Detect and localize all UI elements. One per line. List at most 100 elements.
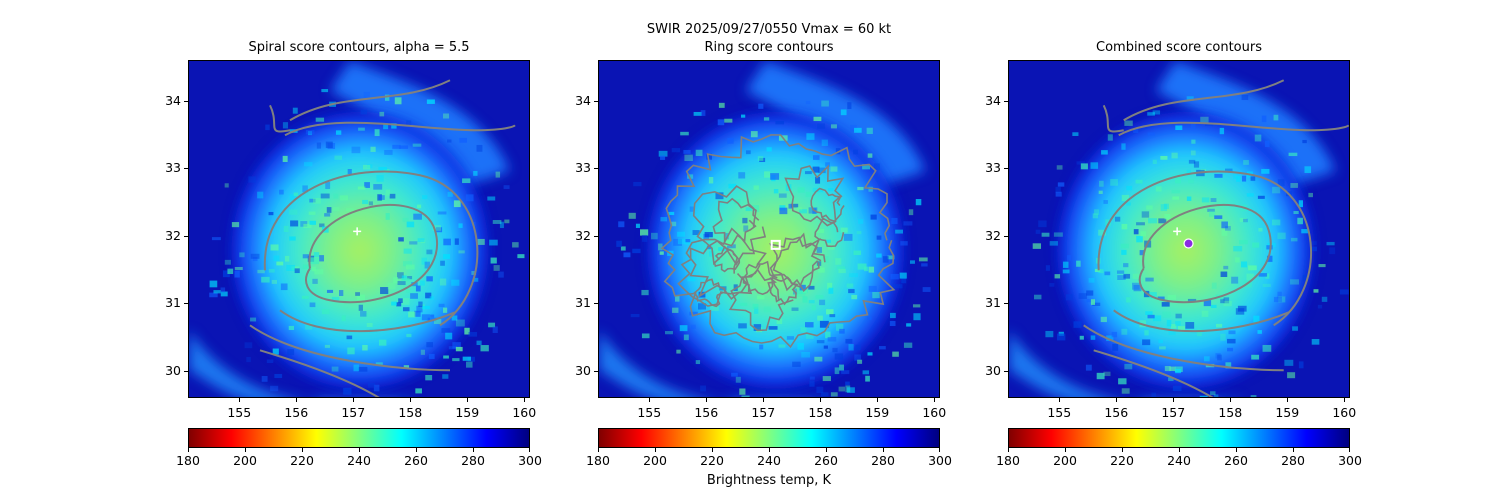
- colorbar: [1008, 428, 1350, 448]
- x-tick-label: 155: [1047, 405, 1072, 420]
- colorbar-tick-label: 280: [461, 453, 485, 468]
- colorbar-tick-mark: [473, 448, 474, 452]
- colorbar-tick-mark: [1008, 448, 1009, 452]
- y-tick-label: 34: [165, 92, 181, 108]
- panel-title: Spiral score contours, alpha = 5.5: [248, 40, 470, 55]
- colorbar-tick-label: 180: [586, 453, 610, 468]
- best-estimate-marker: [1183, 238, 1194, 249]
- figure-suptitle: SWIR 2025/09/27/0550 Vmax = 60 kt: [646, 22, 892, 37]
- x-tick-mark: [410, 398, 412, 402]
- colorbar-tick-label: 240: [1167, 453, 1191, 468]
- y-tick-mark: [594, 303, 598, 305]
- x-tick-label: 156: [1104, 405, 1129, 420]
- colorbar-tick-label: 300: [518, 453, 542, 468]
- y-tick-mark: [184, 370, 188, 372]
- y-tick-mark: [594, 100, 598, 102]
- colorbar-tick-mark: [826, 448, 827, 452]
- x-tick-label: 160: [1332, 405, 1357, 420]
- colorbar-tick-mark: [359, 448, 360, 452]
- colorbar-tick-mark: [598, 448, 599, 452]
- x-tick-mark: [877, 398, 879, 402]
- colorbar-tick-label: 220: [290, 453, 314, 468]
- x-tick-label: 156: [694, 405, 719, 420]
- colorbar-tick-label: 200: [233, 453, 257, 468]
- y-tick-label: 34: [575, 92, 591, 108]
- panel-title: Ring score contours: [704, 40, 834, 55]
- x-tick-mark: [296, 398, 298, 402]
- panel-title: Combined score contours: [1096, 40, 1262, 55]
- colorbar-tick-mark: [416, 448, 417, 452]
- spiral-score-panel: Spiral score contours, alpha = 5.5 30 31 3…: [165, 0, 542, 500]
- y-tick-label: 32: [575, 227, 591, 243]
- x-tick-label: 155: [637, 405, 662, 420]
- colorbar-tick-mark: [712, 448, 713, 452]
- colorbar-label: Brightness temp, K: [706, 473, 832, 488]
- y-tick-label: 31: [165, 295, 181, 311]
- y-tick-mark: [594, 235, 598, 237]
- ring-score-panel: Ring score contours Brightness temp, K 3…: [575, 0, 952, 500]
- x-tick-label: 160: [512, 405, 537, 420]
- x-tick-label: 159: [1275, 405, 1300, 420]
- x-tick-mark: [353, 398, 355, 402]
- colorbar-tick-label: 180: [176, 453, 200, 468]
- y-tick-mark: [594, 370, 598, 372]
- colorbar-tick-label: 180: [996, 453, 1020, 468]
- brightness-heatmap: [599, 61, 939, 397]
- y-tick-mark: [1004, 168, 1008, 170]
- x-tick-label: 160: [922, 405, 947, 420]
- colorbar: [598, 428, 940, 448]
- x-tick-label: 156: [284, 405, 309, 420]
- y-tick-label: 30: [575, 362, 591, 378]
- colorbar-tick-mark: [883, 448, 884, 452]
- colorbar-tick-mark: [1122, 448, 1123, 452]
- brightness-heatmap: [189, 61, 529, 397]
- colorbar-tick-mark: [1065, 448, 1066, 452]
- y-tick-label: 30: [165, 362, 181, 378]
- y-tick-mark: [184, 168, 188, 170]
- colorbar-tick-mark: [188, 448, 189, 452]
- y-tick-mark: [1004, 370, 1008, 372]
- y-tick-mark: [184, 100, 188, 102]
- colorbar-tick-label: 260: [814, 453, 838, 468]
- score-contours: [660, 134, 896, 349]
- colorbar-tick-mark: [1349, 448, 1350, 452]
- y-tick-label: 33: [165, 160, 181, 176]
- combined-score-panel: Combined score contours 30 31 32 33 34 155 156…: [985, 0, 1362, 500]
- center-plus-marker: [1173, 227, 1182, 236]
- x-tick-label: 158: [398, 405, 423, 420]
- colorbar-tick-label: 280: [871, 453, 895, 468]
- y-tick-label: 30: [985, 362, 1001, 378]
- score-contours: [249, 79, 516, 397]
- x-tick-label: 158: [808, 405, 833, 420]
- colorbar-tick-mark: [245, 448, 246, 452]
- y-tick-label: 31: [985, 295, 1001, 311]
- x-tick-mark: [1230, 398, 1232, 402]
- y-tick-mark: [184, 303, 188, 305]
- colorbar-tick-label: 200: [643, 453, 667, 468]
- x-tick-label: 158: [1218, 405, 1243, 420]
- x-tick-mark: [1287, 398, 1289, 402]
- x-tick-mark: [934, 398, 936, 402]
- colorbar-tick-label: 240: [757, 453, 781, 468]
- score-contours: [1083, 79, 1349, 397]
- y-tick-mark: [1004, 100, 1008, 102]
- x-tick-mark: [467, 398, 469, 402]
- y-tick-mark: [184, 235, 188, 237]
- x-tick-mark: [1116, 398, 1118, 402]
- colorbar-tick-label: 300: [1338, 453, 1362, 468]
- ring-score-plot: [598, 60, 940, 398]
- combined-score-plot: [1008, 60, 1350, 398]
- colorbar-tick-mark: [1236, 448, 1237, 452]
- colorbar-tick-label: 260: [1224, 453, 1248, 468]
- storm-core: [1057, 112, 1314, 389]
- y-tick-mark: [594, 168, 598, 170]
- colorbar: [188, 428, 530, 448]
- colorbar-tick-mark: [302, 448, 303, 452]
- x-tick-mark: [1059, 398, 1061, 402]
- colorbar-tick-label: 300: [928, 453, 952, 468]
- center-plus-marker: [353, 227, 362, 236]
- colorbar-tick-label: 200: [1053, 453, 1077, 468]
- spiral-score-plot: [188, 60, 530, 398]
- colorbar-tick-label: 220: [1110, 453, 1134, 468]
- colorbar-tick-mark: [1293, 448, 1294, 452]
